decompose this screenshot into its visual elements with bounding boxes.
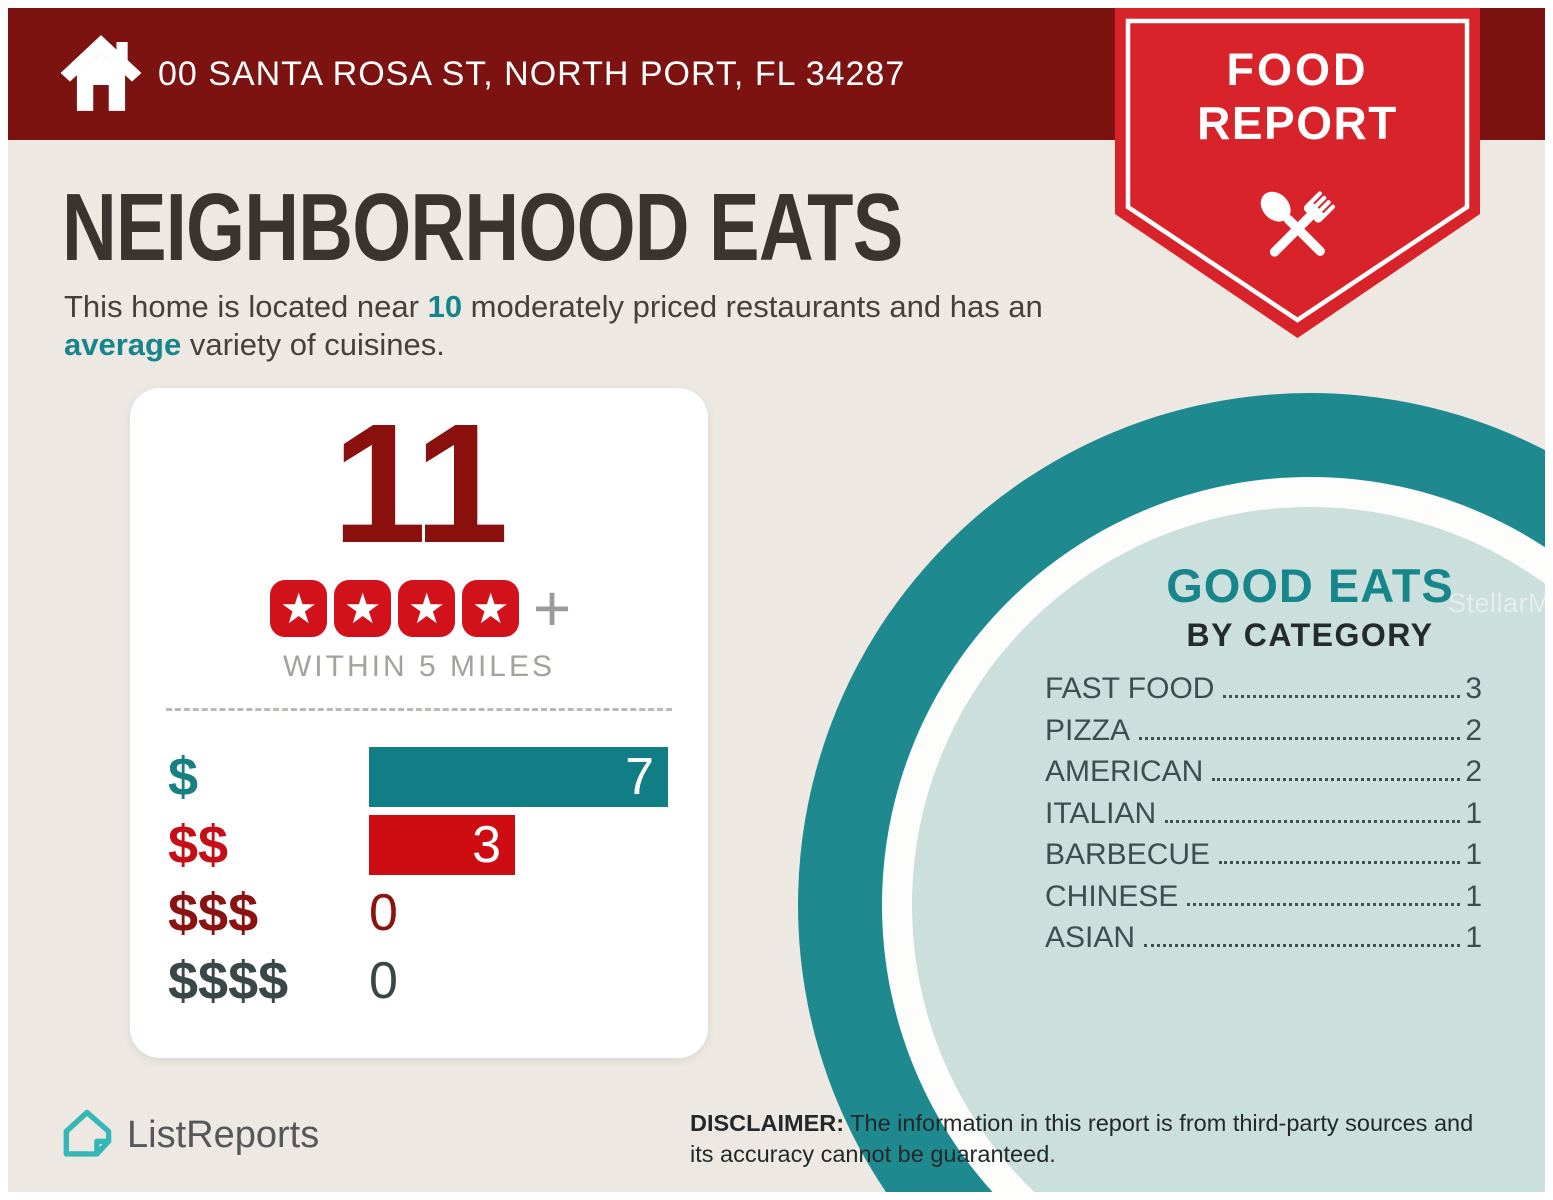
listreports-logo: ListReports [60,1108,319,1162]
disclaimer-text: The information in this report is from t… [690,1110,1474,1168]
category-row: CHINESE 1 [1045,880,1482,922]
home-icon [60,35,142,111]
category-value: 1 [1465,879,1482,913]
intro-text: This home is located near 10 moderately … [64,288,1064,364]
dotted-leader [1144,944,1461,947]
star-icon: ★ [398,580,456,637]
category-value: 1 [1465,921,1482,954]
price-value-zero: 0 [369,951,398,1010]
category-label: BARBECUE [1045,838,1211,871]
dashed-divider [166,707,672,711]
star-icon: ★ [270,580,328,637]
restaurant-count: 10 [427,289,463,324]
category-label: AMERICAN [1045,755,1204,788]
category-label: ITALIAN [1045,796,1157,830]
price-level-chart: $ 7 $$ 3 $$$ 0 $$$$ 0 [168,743,708,1015]
price-bar: 7 [369,746,668,807]
price-label: $$$ [168,882,259,943]
star-icon: ★ [462,580,520,637]
dotted-leader [1139,736,1461,740]
dotted-leader [1219,861,1461,864]
good-eats-subtitle: BY CATEGORY [1186,617,1434,653]
variety-highlight: average [64,326,182,362]
good-eats-header: GOOD EATS BY CATEGORY [1030,558,1545,654]
plus-icon: + [532,571,572,645]
category-row: FAST FOOD 3 [1045,672,1482,714]
category-label: ASIAN [1045,921,1136,954]
dotted-leader [1212,778,1461,781]
price-value-zero: 0 [369,883,398,942]
spoon-fork-icon [1260,191,1336,257]
category-value: 2 [1465,755,1482,788]
good-eats-category-list: FAST FOOD 3 PIZZA 2 AMERICAN 2 ITALIAN 1… [1045,672,1482,963]
category-label: FAST FOOD [1045,672,1215,705]
food-report-ribbon: FOOD REPORT [1115,8,1480,338]
price-row-1-dollar: $ 7 [168,743,708,811]
good-eats-title: GOOD EATS [1166,559,1454,612]
price-label: $$ [168,814,229,875]
price-label: $$$$ [168,950,289,1011]
price-row-2-dollar: $$ 3 [168,811,708,879]
category-value: 3 [1465,672,1482,705]
intro-text-before-count: This home is located near [64,289,428,324]
disclaimer: DISCLAIMER: The information in this repo… [690,1108,1502,1170]
dotted-leader [1187,902,1461,906]
ribbon-title-line2: REPORT [1197,97,1398,149]
star-rating: ★ ★ ★ ★ + [130,571,708,645]
category-row: ASIAN 1 [1045,921,1482,963]
category-value: 2 [1465,713,1482,747]
price-label: $ [168,746,199,807]
category-row: BARBECUE 1 [1045,838,1482,880]
price-row-3-dollar: $$$ 0 [168,879,708,947]
disclaimer-label: DISCLAIMER: [690,1110,845,1136]
category-row: ITALIAN 1 [1045,797,1482,839]
property-address: 00 SANTA ROSA ST, NORTH PORT, FL 34287 [158,55,906,93]
category-value: 1 [1465,796,1482,830]
category-value: 1 [1465,838,1482,871]
category-row: AMERICAN 2 [1045,755,1482,797]
price-bar: 3 [369,814,515,875]
star-icon: ★ [334,580,392,637]
listreports-house-icon [63,1109,112,1157]
restaurant-stats-card: 11 ★ ★ ★ ★ + WITHIN 5 MILES $ 7 $$ 3 $$$ 0 [130,388,708,1058]
intro-text-after-count: moderately priced restaurants and has an [462,289,1043,324]
intro-text-after-highlight: variety of cuisines. [181,326,445,362]
page-title: NEIGHBORHOOD EATS [62,174,903,281]
report-canvas: 00 SANTA ROSA ST, NORTH PORT, FL 34287 F… [8,8,1545,1192]
category-row: PIZZA 2 [1045,714,1482,756]
ribbon-title-line1: FOOD [1226,44,1369,95]
ribbon-shield [1115,8,1480,338]
category-label: CHINESE [1045,879,1179,913]
price-row-4-dollar: $$$$ 0 [168,947,708,1015]
radius-label: WITHIN 5 MILES [282,649,556,683]
dotted-leader [1165,819,1461,823]
category-label: PIZZA [1045,713,1131,747]
listreports-wordmark: ListReports [127,1113,320,1156]
dotted-leader [1223,695,1461,698]
total-restaurants: 11 [332,389,509,579]
stellar-mls-watermark: StellarMLS [1448,588,1545,618]
